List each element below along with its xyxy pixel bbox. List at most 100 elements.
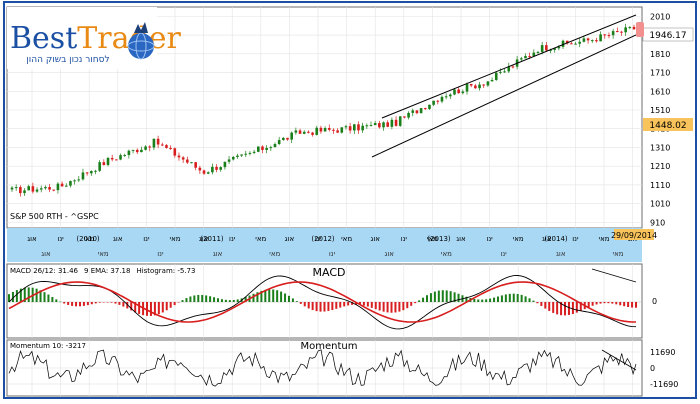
price-tick-label: 2010 xyxy=(650,12,670,21)
macd-hist-bar xyxy=(169,302,172,308)
macd-hist-bar xyxy=(631,302,634,308)
candle-body xyxy=(156,138,160,145)
outer-frame xyxy=(3,1,697,399)
macd-hist-bar xyxy=(264,289,267,302)
price-tick-label: 1310 xyxy=(650,143,670,152)
candle-body xyxy=(536,51,540,53)
macd-hist-bar xyxy=(548,302,551,311)
price-tick-label: 1010 xyxy=(650,200,670,209)
macd-hist-bar xyxy=(268,289,271,302)
macd-hist-bar xyxy=(512,293,515,302)
candle-body xyxy=(23,190,26,194)
macd-hist-bar xyxy=(422,297,425,302)
candle-body xyxy=(603,34,607,36)
macd-hist-bar xyxy=(441,290,444,302)
candle-body xyxy=(373,123,377,126)
logo-wordmark: BestTrader xyxy=(10,21,181,56)
macd-hist-bar xyxy=(19,288,22,302)
candle-body xyxy=(382,122,385,128)
macd-hist-bar xyxy=(429,293,432,302)
candle-body xyxy=(85,172,89,174)
candle-body xyxy=(148,146,152,148)
month-label: מאי xyxy=(255,235,266,243)
month-label-lower: מאי xyxy=(613,250,624,258)
macd-hist-bar xyxy=(39,290,42,302)
candle-body xyxy=(248,152,252,154)
candle-body xyxy=(561,40,565,47)
macd-hist-bar xyxy=(532,300,535,302)
macd-hist-bar xyxy=(619,302,622,306)
macd-hist-bar xyxy=(426,295,428,302)
month-label: אוג xyxy=(199,235,209,243)
macd-hist-bar xyxy=(213,297,216,302)
macd-hist-bar xyxy=(209,296,212,302)
macd-hist-bar xyxy=(493,297,496,302)
month-label-lower: מאי xyxy=(98,250,109,258)
macd-hist-bar xyxy=(378,302,381,311)
macd-hist-bar xyxy=(244,297,247,302)
candle-body xyxy=(511,66,515,68)
month-label-lower: אוג xyxy=(213,250,223,258)
macd-hist-bar xyxy=(236,299,239,302)
candle-body xyxy=(39,188,43,190)
candle-body xyxy=(524,56,527,59)
macd-hist-bar xyxy=(327,302,330,311)
macd-hist-bar xyxy=(351,302,354,305)
date-bar-band xyxy=(7,228,642,262)
macd-hist-bar xyxy=(516,293,519,302)
price-candles xyxy=(10,23,636,197)
candle-body xyxy=(194,162,197,168)
macd-hist-bar xyxy=(508,293,511,302)
macd-hist-bar xyxy=(23,287,26,302)
macd-hist-bar xyxy=(465,296,468,302)
month-label: ינו xyxy=(486,235,493,243)
candle-body xyxy=(227,159,231,162)
current-date-box xyxy=(614,229,654,240)
macd-hist-bar xyxy=(599,302,602,304)
macd-hist-bar xyxy=(575,302,578,313)
month-label: אוג xyxy=(27,235,37,243)
candle-body xyxy=(236,155,239,157)
symbol-label: S&P 500 RTH - ^GSPC xyxy=(10,212,99,221)
macd-hist-bar xyxy=(603,302,606,304)
macd-hist-bar xyxy=(8,294,10,302)
candle-body xyxy=(365,125,369,127)
macd-hist-bar xyxy=(232,299,235,302)
macd-hist-bar xyxy=(473,298,476,302)
candle-body xyxy=(344,126,348,128)
macd-hist-bar xyxy=(260,290,263,302)
macd-hist-bar xyxy=(445,290,448,302)
year-label: (2013) xyxy=(427,235,451,243)
candle-body xyxy=(19,187,22,194)
candle-body xyxy=(449,94,452,97)
price-tick-label: 1110 xyxy=(650,181,670,190)
candle-body xyxy=(44,187,47,189)
price-tick-label: 1510 xyxy=(650,106,670,115)
macd-hist-bar xyxy=(59,301,62,303)
macd-hist-bar xyxy=(595,302,598,305)
macd-hist-bar xyxy=(122,302,125,307)
channel-upper-line xyxy=(381,14,637,119)
candle-body xyxy=(599,34,602,42)
candle-body xyxy=(353,124,356,131)
macd-hist-bar xyxy=(410,302,413,306)
macd-hist-bar xyxy=(449,291,452,302)
candle-body xyxy=(282,137,285,141)
candle-body xyxy=(616,31,619,33)
year-label: (2012) xyxy=(311,235,335,243)
candle-body xyxy=(231,156,235,160)
momentum-panel: Momentum 10: -3217 Momentum 11690 0 -11690 xyxy=(6,339,678,397)
candle-body xyxy=(628,26,632,28)
candle-body xyxy=(56,183,60,191)
candle-body xyxy=(123,155,127,157)
candle-body xyxy=(35,189,39,192)
month-label: מאי xyxy=(427,235,438,243)
candle-body xyxy=(94,170,97,172)
candle-body xyxy=(419,108,423,114)
candle-body xyxy=(486,81,490,86)
candle-body xyxy=(415,110,419,114)
macd-hist-bar xyxy=(366,302,369,307)
candle-body xyxy=(482,84,486,86)
candle-body xyxy=(127,150,131,156)
